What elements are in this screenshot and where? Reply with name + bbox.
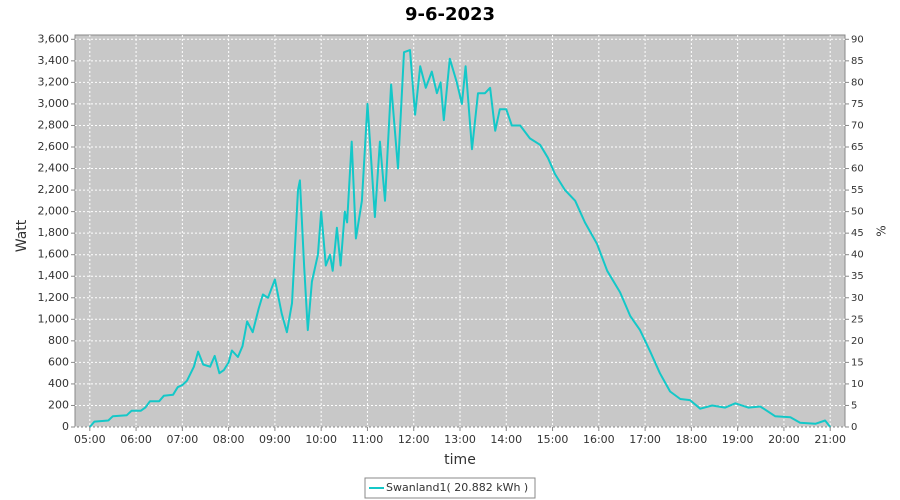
y-tick-label: 3,600 xyxy=(38,32,70,45)
y-tick-label: 1,600 xyxy=(38,248,70,261)
x-tick-label: 20:00 xyxy=(768,433,800,446)
y2-tick-label: 90 xyxy=(851,34,864,45)
x-tick-label: 15:00 xyxy=(537,433,569,446)
legend xyxy=(364,477,536,499)
x-tick-label: 16:00 xyxy=(583,433,615,446)
y2-tick-label: 35 xyxy=(851,271,864,282)
y-tick-label: 1,200 xyxy=(38,291,70,304)
x-tick-label: 12:00 xyxy=(398,433,430,446)
y2-tick-label: 85 xyxy=(851,56,864,67)
y-tick-label: 2,800 xyxy=(38,118,70,131)
y-tick-label: 0 xyxy=(62,420,69,433)
x-tick-label: 08:00 xyxy=(213,433,245,446)
y2-tick-label: 55 xyxy=(851,185,864,196)
x-tick-label: 18:00 xyxy=(676,433,708,446)
y2-tick-label: 5 xyxy=(851,400,857,411)
y2-tick-label: 80 xyxy=(851,77,864,88)
grid xyxy=(75,35,845,428)
x-tick-label: 11:00 xyxy=(352,433,384,446)
x-tick-label: 09:00 xyxy=(259,433,291,446)
x-tick-label: 14:00 xyxy=(490,433,522,446)
y2-tick-label: 40 xyxy=(851,250,864,261)
x-tick-label: 06:00 xyxy=(120,433,152,446)
y-tick-label: 200 xyxy=(48,398,69,411)
y-tick-label: 2,200 xyxy=(38,183,70,196)
x-tick-label: 10:00 xyxy=(305,433,337,446)
y-tick-label: 3,000 xyxy=(38,97,70,110)
y2-tick-label: 20 xyxy=(851,336,864,347)
y-axis-label: Watt xyxy=(14,219,30,252)
x-axis-label: time xyxy=(444,452,476,468)
y2-tick-label: 60 xyxy=(851,164,864,175)
y2-tick-label: 70 xyxy=(851,120,864,131)
y2-tick-label: 30 xyxy=(851,293,864,304)
y2-tick-label: 65 xyxy=(851,142,864,153)
y-tick-label: 2,400 xyxy=(38,162,70,175)
y-tick-label: 800 xyxy=(48,334,69,347)
y-tick-label: 3,200 xyxy=(38,75,70,88)
x-tick-label: 07:00 xyxy=(167,433,199,446)
y-tick-label: 1,000 xyxy=(38,312,70,325)
y2-axis-label: % xyxy=(875,225,889,236)
x-tick-label: 05:00 xyxy=(74,433,106,446)
y2-tick-label: 75 xyxy=(851,99,864,110)
y-tick-label: 2,000 xyxy=(38,205,70,218)
chart-title: 9-6-2023 xyxy=(405,4,495,25)
y-tick-label: 3,400 xyxy=(38,54,70,67)
y2-tick-label: 10 xyxy=(851,379,864,390)
x-tick-label: 17:00 xyxy=(629,433,661,446)
y-tick-label: 400 xyxy=(48,377,69,390)
y-tick-label: 1,800 xyxy=(38,226,70,239)
x-tick-label: 13:00 xyxy=(444,433,476,446)
y2-tick-label: 45 xyxy=(851,228,864,239)
y-tick-label: 600 xyxy=(48,355,69,368)
line-series xyxy=(89,49,831,428)
y-tick-label: 2,600 xyxy=(38,140,70,153)
x-tick-label: 19:00 xyxy=(722,433,754,446)
y2-tick-label: 15 xyxy=(851,357,864,368)
y2-tick-label: 25 xyxy=(851,314,864,325)
legend-label: Swanland1( 20.882 kWh ) xyxy=(386,481,528,494)
x-tick-label: 21:00 xyxy=(814,433,846,446)
y2-tick-label: 0 xyxy=(851,422,857,433)
y-tick-label: 1,400 xyxy=(38,269,70,282)
y2-tick-label: 50 xyxy=(851,207,864,218)
